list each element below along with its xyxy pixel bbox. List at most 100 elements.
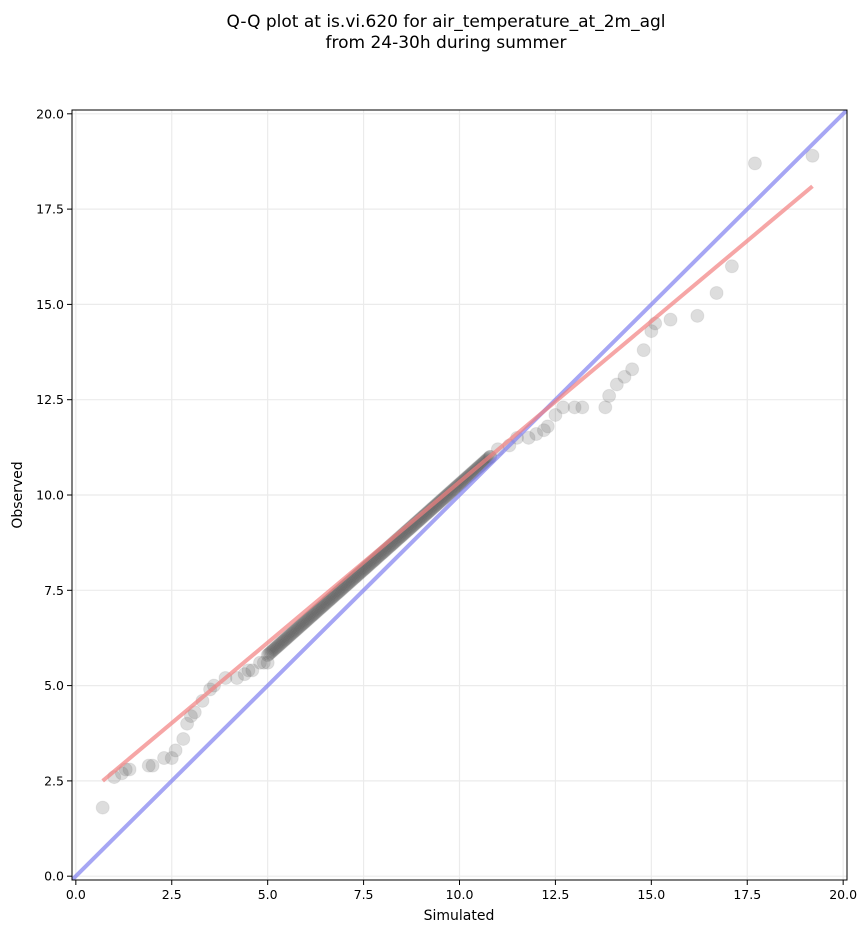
identity-line: [72, 110, 847, 880]
data-point: [312, 601, 327, 616]
data-point: [180, 716, 195, 731]
data-point: [252, 655, 267, 670]
data-point: [270, 639, 285, 654]
data-point: [260, 655, 275, 670]
chart-title: Q-Q plot at is.vi.620 for air_temperatur…: [226, 12, 665, 32]
x-tick-label: 20.0: [829, 887, 857, 902]
x-tick-label: 5.0: [258, 887, 278, 902]
data-point: [724, 259, 739, 274]
y-tick-label: 15.0: [36, 297, 64, 312]
data-point: [300, 612, 315, 627]
data-point: [529, 427, 544, 442]
data-point: [319, 596, 334, 611]
data-point: [164, 751, 179, 766]
data-point: [609, 377, 624, 392]
data-point: [536, 423, 551, 438]
data-point: [310, 603, 325, 618]
x-axis-ticks: 0.0 2.5 5.0 7.5 10.0 12.5 15.0 17.5 20.0: [66, 880, 857, 902]
data-point: [145, 758, 160, 773]
data-point: [273, 637, 288, 652]
data-point: [288, 623, 303, 638]
data-point: [805, 148, 820, 163]
x-tick-label: 17.5: [733, 887, 761, 902]
data-point: [521, 430, 536, 445]
data-point: [256, 655, 271, 670]
y-axis-label: Observed: [10, 461, 26, 528]
data-point: [122, 762, 137, 777]
data-point: [320, 594, 335, 609]
y-tick-label: 12.5: [36, 392, 64, 407]
data-point: [556, 400, 571, 415]
x-tick-label: 12.5: [541, 887, 569, 902]
x-tick-label: 0.0: [66, 887, 86, 902]
y-tick-label: 2.5: [44, 773, 64, 788]
x-axis-label: Simulated: [424, 908, 495, 924]
x-tick-label: 2.5: [162, 887, 182, 902]
data-point: [548, 407, 563, 422]
data-point: [281, 629, 296, 644]
data-point: [279, 631, 294, 646]
data-point: [295, 617, 310, 632]
data-point: [261, 646, 276, 661]
data-point: [540, 419, 555, 434]
data-point: [307, 606, 322, 621]
data-point: [663, 312, 678, 327]
data-point: [316, 598, 331, 613]
data-point: [157, 751, 172, 766]
data-point: [268, 641, 283, 656]
data-point: [183, 709, 198, 724]
data-point: [317, 597, 332, 612]
data-point: [286, 624, 301, 639]
data-point: [275, 634, 290, 649]
data-point: [309, 604, 324, 619]
data-point: [567, 400, 582, 415]
data-point: [315, 599, 330, 614]
data-point: [265, 643, 280, 658]
data-point: [296, 615, 311, 630]
y-tick-label: 7.5: [44, 583, 64, 598]
y-tick-label: 5.0: [44, 678, 64, 693]
data-point: [302, 610, 317, 625]
x-tick-label: 7.5: [354, 887, 374, 902]
data-point: [747, 156, 762, 171]
data-point: [278, 632, 293, 647]
x-tick-label: 10.0: [446, 887, 474, 902]
data-point: [260, 648, 275, 663]
data-point: [284, 627, 299, 642]
data-point: [301, 611, 316, 626]
data-point: [276, 633, 291, 648]
data-point: [304, 609, 319, 624]
data-point: [266, 642, 281, 657]
fit-line: [101, 184, 814, 783]
data-point: [314, 600, 329, 615]
data-point: [311, 602, 326, 617]
data-point: [289, 622, 304, 637]
data-point: [283, 628, 298, 643]
chart-subtitle: from 24-30h during summer: [326, 33, 567, 53]
y-axis-ticks: 0.0 2.5 5.0 7.5 10.0 12.5 15.0 17.5 20.0: [36, 106, 72, 884]
data-point: [168, 743, 183, 758]
data-point: [269, 640, 284, 655]
data-point: [709, 285, 724, 300]
data-point: [305, 608, 320, 623]
data-point: [95, 800, 110, 815]
data-point: [617, 369, 632, 384]
data-point: [280, 630, 295, 645]
data-point: [264, 644, 279, 659]
data-point: [290, 621, 305, 636]
data-point: [306, 607, 321, 622]
data-point: [285, 625, 300, 640]
data-point: [141, 758, 156, 773]
data-point: [625, 362, 640, 377]
data-point: [575, 400, 590, 415]
data-point: [271, 638, 286, 653]
data-point: [237, 667, 252, 682]
data-point: [176, 731, 191, 746]
data-point: [292, 619, 307, 634]
data-point: [636, 343, 651, 358]
data-point: [598, 400, 613, 415]
data-point: [644, 324, 659, 339]
data-point: [299, 613, 314, 628]
data-point: [245, 663, 260, 678]
